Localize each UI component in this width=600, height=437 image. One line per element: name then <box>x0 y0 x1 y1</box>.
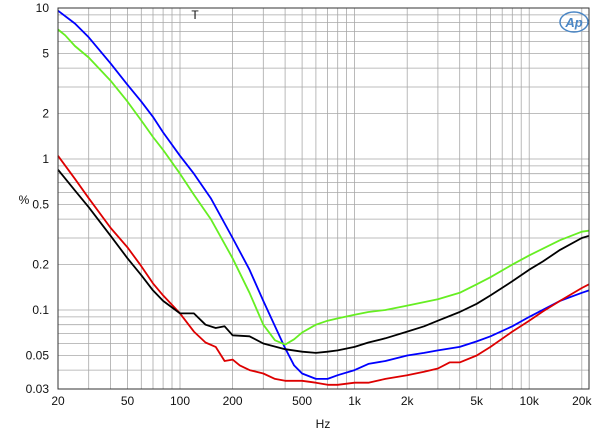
x-tick-label: 500 <box>292 394 312 408</box>
x-tick-label: 50 <box>121 394 135 408</box>
x-axis-label: Hz <box>316 417 331 431</box>
x-tick-label: 20k <box>572 394 592 408</box>
curve-group <box>57 9 590 386</box>
x-tick-label: 1k <box>348 394 362 408</box>
series-line-1 <box>57 9 590 380</box>
y-axis-label: % <box>19 193 30 207</box>
y-tick-label: 1 <box>42 152 49 166</box>
y-tick-label: 0.05 <box>26 349 50 363</box>
series-line-4 <box>57 169 590 354</box>
plot-frame <box>57 7 590 390</box>
y-tick-label: 5 <box>42 47 49 61</box>
x-tick-label: 2k <box>401 394 415 408</box>
ap-logo-ring <box>559 11 589 33</box>
y-tick-label: 0.1 <box>32 303 49 317</box>
x-tick-label: 100 <box>170 394 190 408</box>
ap-logo-text: Ap <box>564 15 582 30</box>
y-tick-label: 0.5 <box>32 198 49 212</box>
series-line-3 <box>57 155 590 386</box>
x-tick-label: 10k <box>520 394 540 408</box>
ap-logo: Ap <box>559 11 589 33</box>
x-tick-label: 200 <box>223 394 243 408</box>
y-tick-label: 10 <box>36 1 50 15</box>
series-line-2 <box>57 28 590 346</box>
x-tick-label: 5k <box>470 394 484 408</box>
grid-lines <box>58 8 589 389</box>
y-tick-label: 0.2 <box>32 258 49 272</box>
y-tick-label: 2 <box>42 107 49 121</box>
y-tick-label: 0.03 <box>26 382 50 396</box>
x-tick-labels: 20 50 100 200 500 1k 2k 5k 10k 20k <box>51 394 592 408</box>
y-tick-labels: 10 5 2 1 0.5 0.2 0.1 0.05 0.03 <box>26 1 50 396</box>
t-marker-label: T <box>191 8 199 22</box>
x-tick-label: 20 <box>51 394 65 408</box>
